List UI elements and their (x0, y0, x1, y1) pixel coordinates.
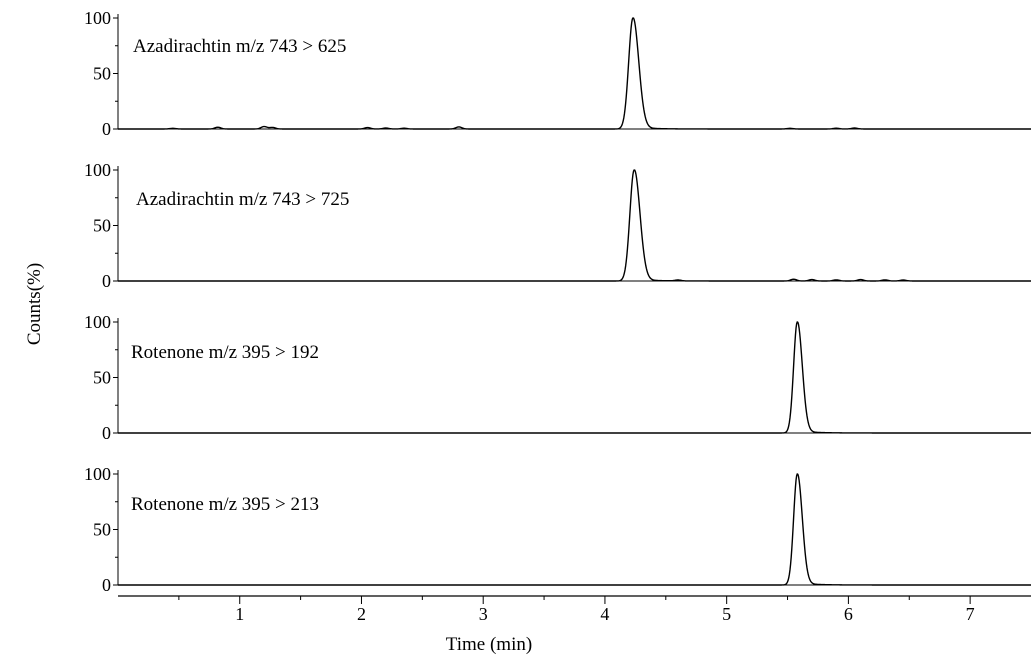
x-tick-label: 4 (600, 604, 609, 624)
chromatogram-panel-3: 0 50 100 Rotenone m/z 395 > 192 (84, 312, 1031, 443)
chromatogram-panel-4: 0 50 100 Rotenone m/z 395 > 213 (84, 464, 1031, 595)
y-tick-label: 100 (84, 160, 111, 180)
x-tick-label: 3 (479, 604, 488, 624)
y-tick-label: 0 (102, 575, 111, 595)
y-tick-label: 100 (84, 312, 111, 332)
chromatogram-trace (118, 17, 1031, 130)
chromatogram-panel-2: 0 50 100 Azadirachtin m/z 743 > 725 (84, 160, 1031, 291)
y-tick-label: 50 (93, 368, 111, 388)
x-tick-label: 7 (966, 604, 975, 624)
panel-label: Azadirachtin m/z 743 > 625 (133, 36, 346, 57)
x-axis: 1 2 3 4 5 6 7 (118, 595, 1031, 624)
chromatogram-panel-1: 0 50 100 Azadirachtin m/z 743 > 625 (84, 8, 1031, 139)
y-tick-label: 50 (93, 520, 111, 540)
x-axis-title: Time (min) (446, 634, 532, 655)
panel-label: Rotenone m/z 395 > 192 (131, 342, 319, 363)
y-tick-label: 100 (84, 464, 111, 484)
chromatogram-trace (118, 169, 1031, 282)
y-tick-label: 50 (93, 64, 111, 84)
chromatogram-trace (118, 321, 1031, 434)
y-tick-label: 0 (102, 271, 111, 291)
panel-label: Rotenone m/z 395 > 213 (131, 494, 319, 515)
y-tick-label: 0 (102, 119, 111, 139)
x-tick-label: 1 (235, 604, 244, 624)
chromatogram-trace (118, 473, 1031, 586)
y-axis-title: Counts(%) (24, 263, 45, 345)
x-tick-label: 2 (357, 604, 366, 624)
x-tick-label: 5 (722, 604, 731, 624)
y-tick-label: 50 (93, 216, 111, 236)
x-tick-label: 6 (844, 604, 853, 624)
panel-label: Azadirachtin m/z 743 > 725 (136, 189, 349, 210)
y-tick-label: 0 (102, 423, 111, 443)
y-tick-label: 100 (84, 8, 111, 28)
